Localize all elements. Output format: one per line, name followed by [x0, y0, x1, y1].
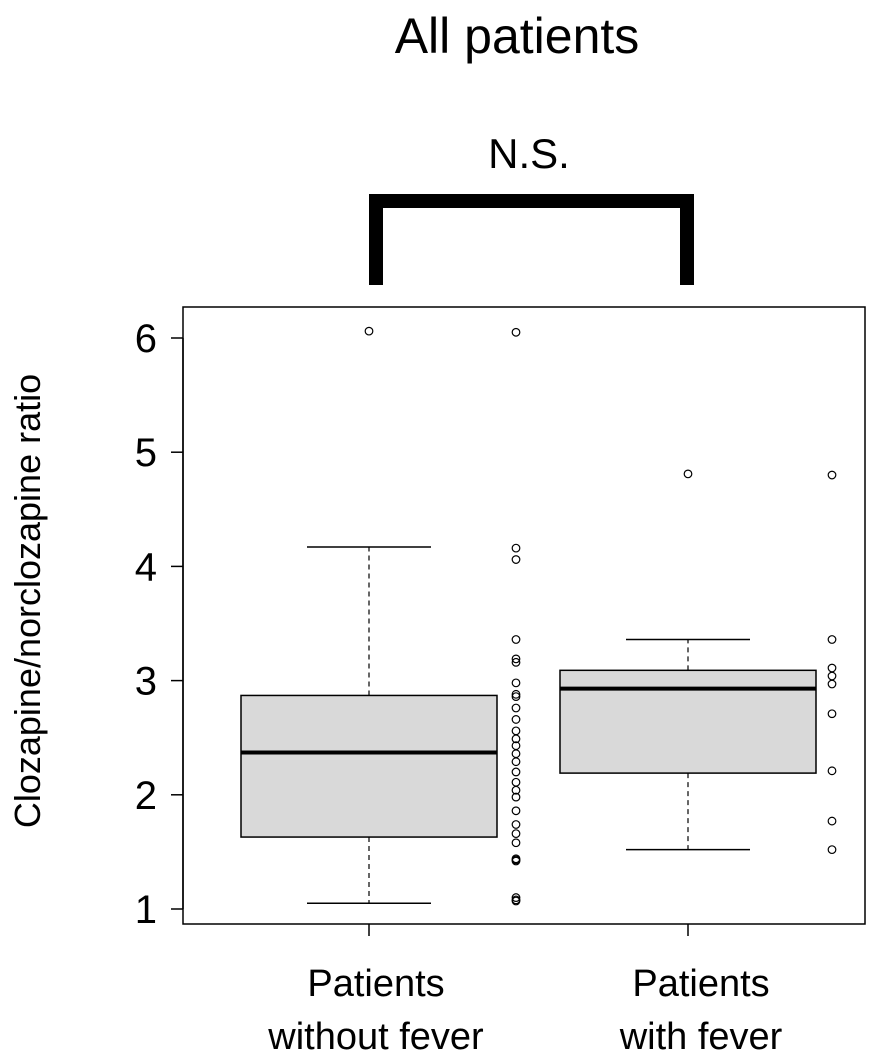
- data-point: [511, 829, 521, 839]
- data-point: [827, 845, 837, 855]
- data-point: [511, 838, 521, 848]
- data-point: [511, 767, 521, 777]
- data-point: [511, 555, 521, 564]
- data-point: [827, 679, 837, 689]
- data-point: [511, 543, 521, 553]
- iqr-box: [240, 694, 498, 838]
- box-group: [240, 326, 521, 906]
- y-tick-label: 1: [135, 888, 157, 932]
- data-point: [511, 893, 521, 902]
- data-point: [511, 327, 521, 337]
- data-point: [511, 806, 521, 816]
- x-category-label: Patients: [307, 963, 444, 1005]
- significance-bracket: [369, 194, 694, 285]
- data-point: [511, 856, 521, 866]
- iqr-box: [559, 669, 817, 774]
- data-point: [511, 734, 521, 744]
- data-point: [511, 689, 521, 699]
- y-tick-label: 4: [135, 545, 157, 589]
- data-point: [511, 785, 521, 795]
- outlier-point: [364, 326, 374, 336]
- chart-title: All patients: [395, 8, 640, 64]
- y-axis-label: Clozapine/norclozapine ratio: [7, 374, 48, 828]
- data-point: [511, 749, 521, 759]
- data-point: [511, 726, 521, 736]
- data-point: [511, 820, 521, 829]
- significance-label: N.S.: [488, 130, 570, 177]
- data-point: [511, 692, 521, 701]
- data-point: [827, 470, 837, 480]
- data-point: [511, 635, 521, 644]
- data-point: [511, 657, 521, 667]
- data-point: [511, 654, 521, 664]
- y-tick-label: 3: [135, 660, 157, 704]
- data-point: [827, 663, 837, 673]
- x-category-label: Patients: [632, 963, 769, 1005]
- x-category-label: with fever: [619, 1016, 783, 1058]
- data-point: [827, 635, 837, 644]
- data-point: [511, 715, 521, 724]
- outlier-point: [683, 469, 693, 479]
- y-tick-label: 2: [135, 774, 157, 818]
- y-tick-label: 6: [135, 317, 157, 361]
- data-point: [511, 703, 521, 713]
- data-point: [511, 896, 521, 906]
- data-point: [511, 777, 521, 787]
- x-axis: Patients without fever Patients with fever: [267, 924, 783, 1058]
- x-category-label: without fever: [267, 1016, 484, 1058]
- data-point: [827, 766, 837, 776]
- data-point: [827, 671, 837, 681]
- y-axis: 1 2 3 4 5 6: [135, 317, 184, 932]
- data-point: [511, 757, 521, 767]
- data-point: [827, 816, 837, 826]
- box-group: [559, 469, 837, 855]
- y-tick-label: 5: [135, 431, 157, 475]
- data-point: [827, 709, 837, 719]
- data-point: [511, 678, 521, 688]
- data-point: [511, 792, 521, 802]
- box-series: [240, 326, 837, 906]
